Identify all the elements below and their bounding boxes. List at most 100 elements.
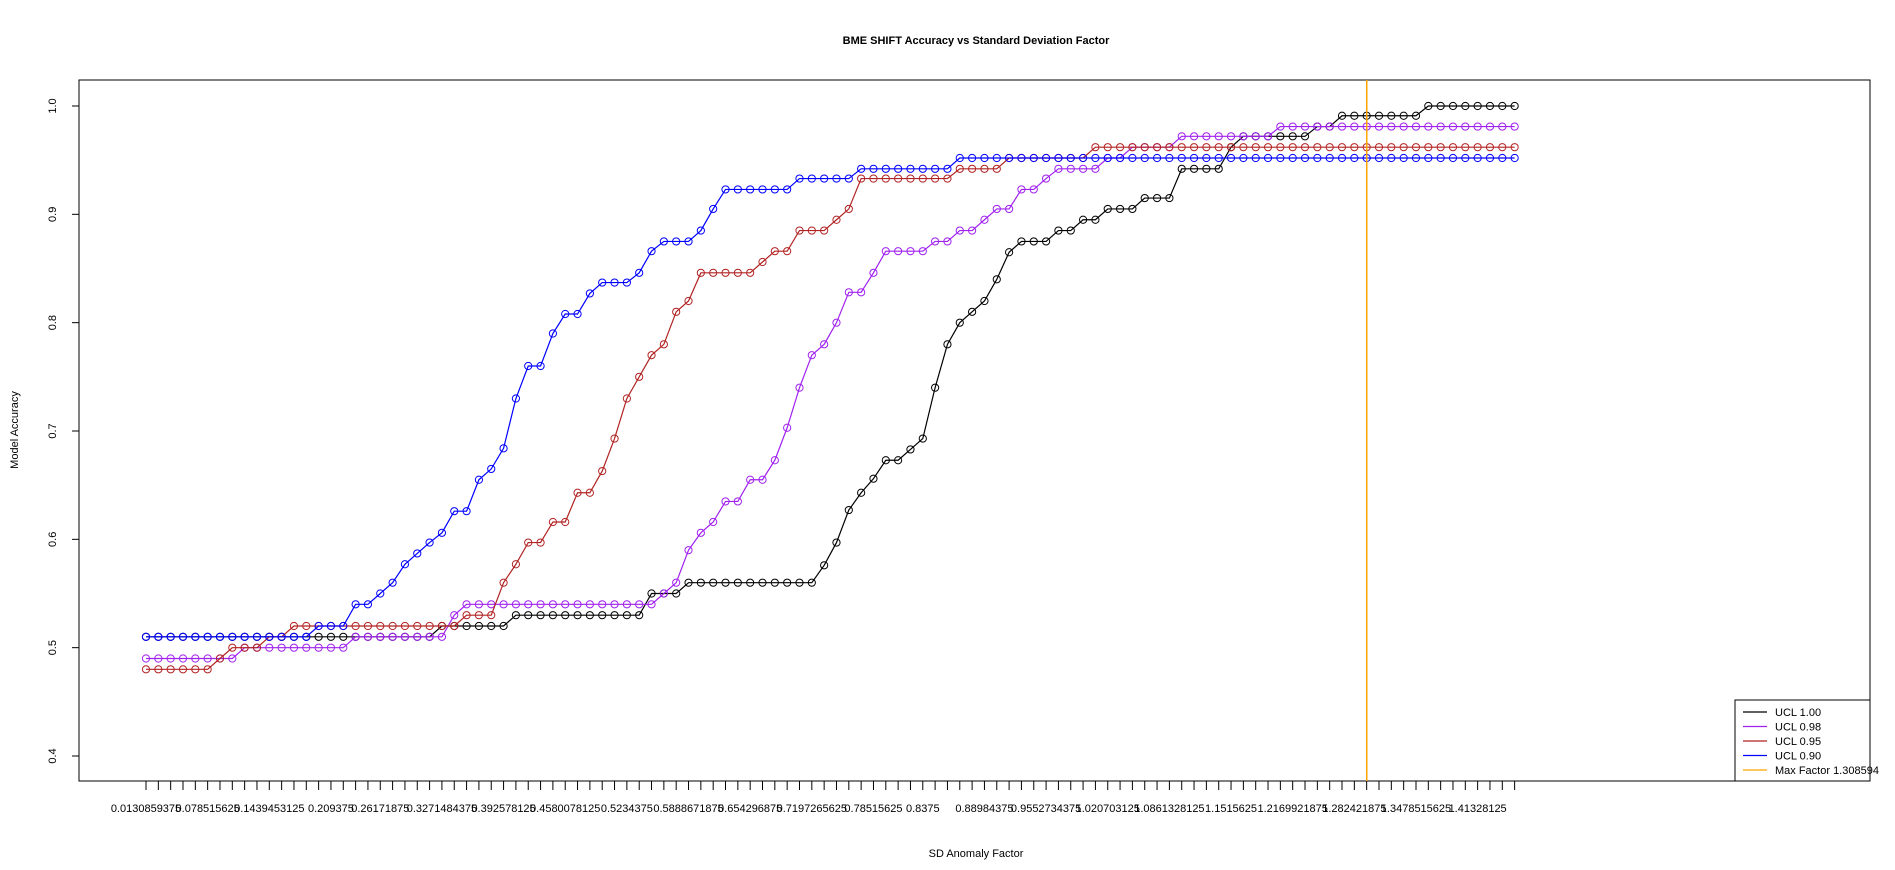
data-point	[1251, 143, 1260, 152]
data-point	[1251, 132, 1260, 141]
data-point	[832, 215, 841, 224]
data-point	[1300, 153, 1310, 163]
data-point	[1276, 153, 1285, 163]
x-tick-label: 0.9552734375	[1011, 803, 1081, 815]
data-point	[1424, 101, 1433, 111]
data-point	[240, 632, 249, 641]
data-point	[1005, 153, 1014, 163]
data-point	[474, 475, 484, 484]
data-point	[721, 185, 730, 194]
data-point	[1202, 132, 1211, 141]
data-point	[832, 538, 841, 547]
data-point	[1411, 111, 1421, 120]
legend: UCL 1.00 UCL 0.98 UCL 0.95 UCL 0.90 Max Fact…	[1734, 699, 1879, 782]
data-point	[1214, 164, 1223, 173]
data-point	[1239, 153, 1248, 163]
data-point	[376, 589, 385, 598]
data-point	[388, 578, 397, 587]
data-point	[906, 164, 915, 173]
data-point	[622, 600, 631, 609]
data-point	[807, 226, 816, 235]
y-axis-title: Model Accuracy	[9, 391, 21, 469]
data-point	[524, 611, 533, 620]
data-point	[659, 237, 668, 246]
data-point	[1054, 153, 1063, 163]
data-point	[1485, 101, 1495, 111]
data-point	[1115, 153, 1125, 163]
data-point	[314, 643, 323, 652]
data-point	[154, 665, 163, 674]
data-point	[400, 560, 410, 569]
data-point	[672, 307, 681, 316]
data-point	[1239, 143, 1248, 152]
x-tick-label: 1.1515625	[1205, 803, 1257, 815]
x-tick-label: 0.8375	[906, 803, 940, 815]
data-point	[1399, 122, 1408, 131]
data-point	[844, 204, 853, 214]
data-point	[339, 621, 348, 631]
data-point	[1510, 143, 1519, 152]
data-point	[1374, 111, 1384, 120]
data-point	[709, 517, 718, 527]
data-point	[326, 621, 336, 631]
data-point	[1498, 153, 1507, 163]
data-point	[487, 621, 496, 631]
data-point	[499, 578, 508, 587]
data-point	[548, 611, 557, 620]
data-point	[980, 164, 989, 173]
data-point	[1337, 153, 1347, 163]
data-point	[684, 237, 693, 246]
x-tick-label: 1.020703125	[1076, 803, 1140, 815]
data-point	[1029, 185, 1038, 194]
data-point	[499, 444, 508, 453]
data-point	[696, 268, 705, 277]
data-point	[363, 600, 373, 609]
data-point	[610, 278, 619, 287]
data-point	[240, 643, 249, 652]
x-tick-label: 0.5888671875	[653, 803, 723, 815]
legend-label: UCL 0.90	[1775, 751, 1821, 763]
data-point	[1140, 143, 1149, 152]
data-point	[1128, 153, 1137, 163]
data-point	[1202, 143, 1211, 152]
data-point	[1263, 153, 1273, 163]
data-point	[1399, 143, 1408, 152]
data-point	[709, 204, 718, 214]
data-point	[1140, 153, 1149, 163]
data-point	[894, 174, 903, 183]
y-tick-label: 0.7	[47, 423, 59, 438]
data-point	[857, 174, 866, 183]
data-point	[1091, 215, 1100, 224]
data-point	[1091, 164, 1100, 173]
data-point	[1313, 143, 1322, 152]
data-point	[203, 632, 212, 641]
data-point	[413, 549, 422, 558]
data-point	[696, 226, 705, 235]
y-tick-label: 0.6	[47, 532, 59, 547]
data-point	[992, 164, 1001, 173]
data-point	[746, 268, 755, 277]
data-point	[511, 394, 521, 403]
data-point	[191, 632, 200, 641]
data-point	[992, 275, 1001, 284]
data-point	[1300, 143, 1310, 152]
data-point	[388, 621, 397, 631]
data-point	[746, 185, 755, 194]
x-tick-label: 0.209375	[308, 803, 354, 815]
data-point	[585, 611, 594, 620]
data-point	[968, 164, 977, 173]
data-point	[277, 632, 286, 641]
data-point	[1424, 153, 1433, 163]
data-point	[1177, 132, 1186, 141]
data-point	[881, 174, 890, 183]
data-point	[1325, 143, 1334, 152]
data-point	[1078, 215, 1088, 224]
data-point	[178, 654, 188, 663]
data-point	[820, 561, 829, 570]
legend-label: UCL 1.00	[1775, 707, 1821, 719]
data-point	[696, 578, 705, 587]
data-point	[1461, 122, 1470, 131]
data-point	[733, 578, 742, 587]
data-point	[203, 654, 212, 663]
